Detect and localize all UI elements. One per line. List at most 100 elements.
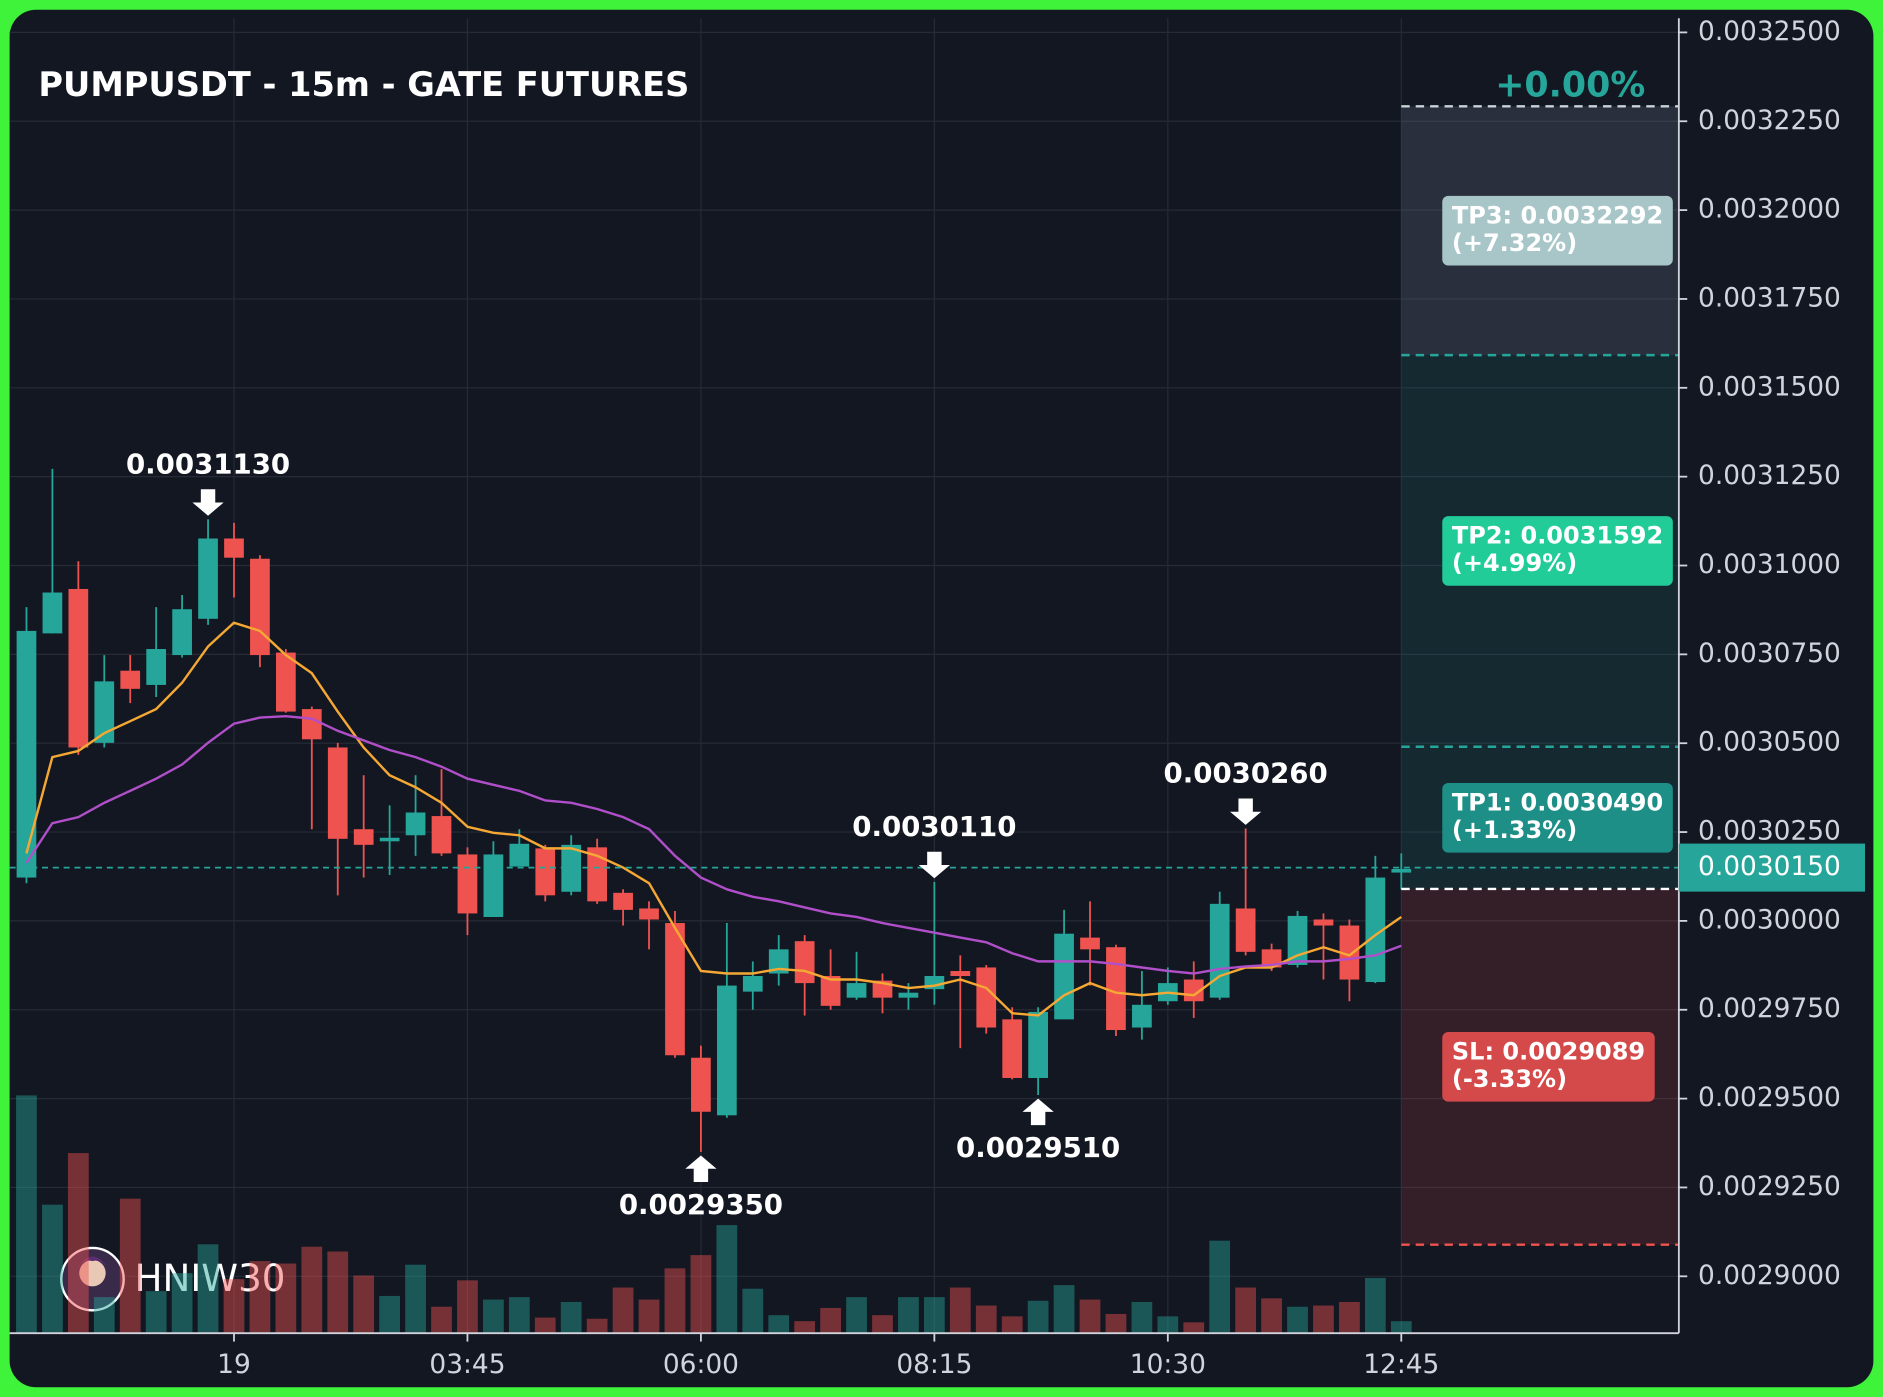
x-tick-label: 10:30 — [1130, 1349, 1206, 1380]
level-text: SL: 0.0029089 — [1452, 1037, 1645, 1065]
volume-bar — [846, 1297, 867, 1334]
candle-body — [224, 538, 244, 558]
y-tick-label: 0.0029000 — [1698, 1260, 1841, 1291]
candle-body — [405, 812, 426, 836]
level-box — [1442, 516, 1673, 586]
volume-bar — [327, 1251, 349, 1334]
level-change: (+4.99%) — [1452, 549, 1577, 577]
candle-body — [613, 892, 633, 910]
last-price-label: 0.0030150 — [1698, 851, 1841, 882]
moving-average-line — [25, 714, 1402, 975]
volume-bar — [898, 1297, 919, 1334]
candle-body — [172, 609, 192, 656]
volume-bar — [483, 1299, 504, 1334]
y-tick-label: 0.0029250 — [1698, 1171, 1841, 1202]
candle-body — [353, 829, 374, 845]
volume-bar — [690, 1255, 712, 1334]
candle-body — [820, 975, 841, 1006]
volume-bar — [42, 1204, 63, 1334]
candle-body — [794, 941, 815, 984]
volume-bar — [119, 1198, 141, 1334]
candle-body — [976, 967, 997, 1028]
candle-body — [301, 709, 322, 740]
volume-bar — [353, 1275, 375, 1334]
candle-body — [1339, 925, 1360, 980]
candle-body — [276, 652, 296, 712]
candle-body — [716, 985, 737, 1116]
volume-bar — [742, 1288, 764, 1334]
x-tick-label: 12:45 — [1363, 1349, 1439, 1380]
volume-bar — [1183, 1322, 1205, 1334]
candle-body — [1235, 908, 1256, 952]
y-tick-label: 0.0031500 — [1698, 371, 1841, 402]
candle-body — [1054, 933, 1074, 1020]
marker-arrow — [1230, 798, 1262, 825]
volume-bar — [1157, 1316, 1179, 1334]
candle-body — [691, 1057, 711, 1112]
volume-bar — [1390, 1321, 1412, 1334]
y-tick-label: 0.0030250 — [1698, 816, 1841, 847]
volume-bar — [975, 1305, 997, 1334]
volume-bar — [457, 1280, 478, 1334]
y-tick-label: 0.0030500 — [1698, 727, 1841, 758]
level-text: TP2: 0.0031592 — [1452, 522, 1663, 550]
avatar-face — [79, 1259, 106, 1287]
watermark: HNIW30 — [60, 1246, 286, 1312]
candle-body — [639, 908, 659, 920]
volume-bar — [872, 1315, 893, 1334]
x-tick-label: 06:00 — [663, 1349, 739, 1380]
marker-arrow — [918, 851, 950, 879]
candle-body — [1002, 1019, 1023, 1078]
y-tick-label: 0.0032500 — [1698, 16, 1841, 47]
volume-bar — [1261, 1298, 1282, 1334]
candle-body — [1028, 1011, 1048, 1078]
volume-bar — [1131, 1301, 1153, 1334]
volume-bar — [301, 1246, 323, 1334]
volume-bar — [197, 1244, 219, 1334]
candle-body — [431, 816, 452, 854]
marker-label: 0.0030110 — [852, 810, 1016, 843]
y-tick-label: 0.0031000 — [1698, 549, 1841, 580]
candle-body — [1132, 1004, 1152, 1028]
volume-bar — [171, 1273, 193, 1334]
candle-body — [1106, 947, 1126, 1031]
level-label: TP1: 0.0030490(+1.33%) — [1442, 783, 1673, 853]
level-label: TP3: 0.0032292(+7.32%) — [1442, 195, 1673, 266]
volume-bar — [405, 1264, 426, 1334]
level-change: (+7.32%) — [1452, 229, 1577, 257]
candle-body — [742, 975, 763, 992]
y-tick-label: 0.0031250 — [1698, 460, 1841, 491]
candle-body — [665, 923, 685, 1056]
level-box — [1442, 1031, 1655, 1102]
volume-bar — [145, 1291, 167, 1334]
volume-bar — [612, 1287, 634, 1334]
volume-bar — [379, 1295, 401, 1334]
candle-body — [950, 971, 971, 976]
level-change: (-3.33%) — [1452, 1065, 1567, 1093]
candle-body — [768, 949, 789, 974]
volume-bar — [1053, 1285, 1075, 1334]
level-box — [1442, 195, 1673, 266]
volume-bar — [534, 1317, 556, 1334]
volume-bar — [275, 1263, 297, 1334]
candle-body — [483, 854, 504, 917]
candle-body — [1391, 869, 1412, 873]
volume-bar — [1027, 1300, 1049, 1334]
x-tick-label: 19 — [217, 1349, 251, 1380]
watermark-text: HNIW30 — [135, 1256, 286, 1300]
candle-body — [457, 854, 478, 914]
volume-bar — [820, 1307, 841, 1334]
candle-body — [42, 592, 63, 634]
volume-bar — [586, 1318, 608, 1334]
volume-bar — [768, 1315, 790, 1334]
candle-body — [587, 847, 608, 902]
candle-body — [1209, 903, 1230, 998]
candle-body — [68, 588, 89, 748]
candle-body — [16, 630, 37, 878]
volume-bar — [1001, 1316, 1023, 1334]
volume-bar — [508, 1297, 530, 1334]
candle-body — [898, 992, 919, 998]
level-text: TP1: 0.0030490 — [1452, 788, 1663, 816]
x-tick-label: 03:45 — [429, 1349, 505, 1380]
